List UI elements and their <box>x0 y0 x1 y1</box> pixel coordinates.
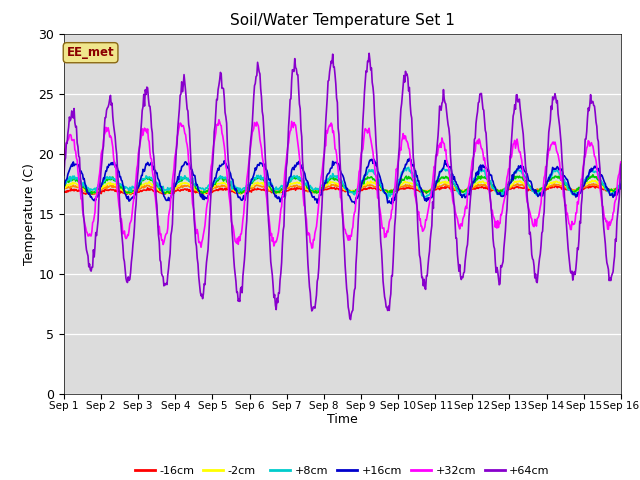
Legend: -16cm, -8cm, -2cm, +2cm, +8cm, +16cm, +32cm, +64cm: -16cm, -8cm, -2cm, +2cm, +8cm, +16cm, +3… <box>131 462 554 480</box>
Title: Soil/Water Temperature Set 1: Soil/Water Temperature Set 1 <box>230 13 455 28</box>
Y-axis label: Temperature (C): Temperature (C) <box>22 163 36 264</box>
Text: EE_met: EE_met <box>67 46 115 59</box>
X-axis label: Time: Time <box>327 413 358 426</box>
